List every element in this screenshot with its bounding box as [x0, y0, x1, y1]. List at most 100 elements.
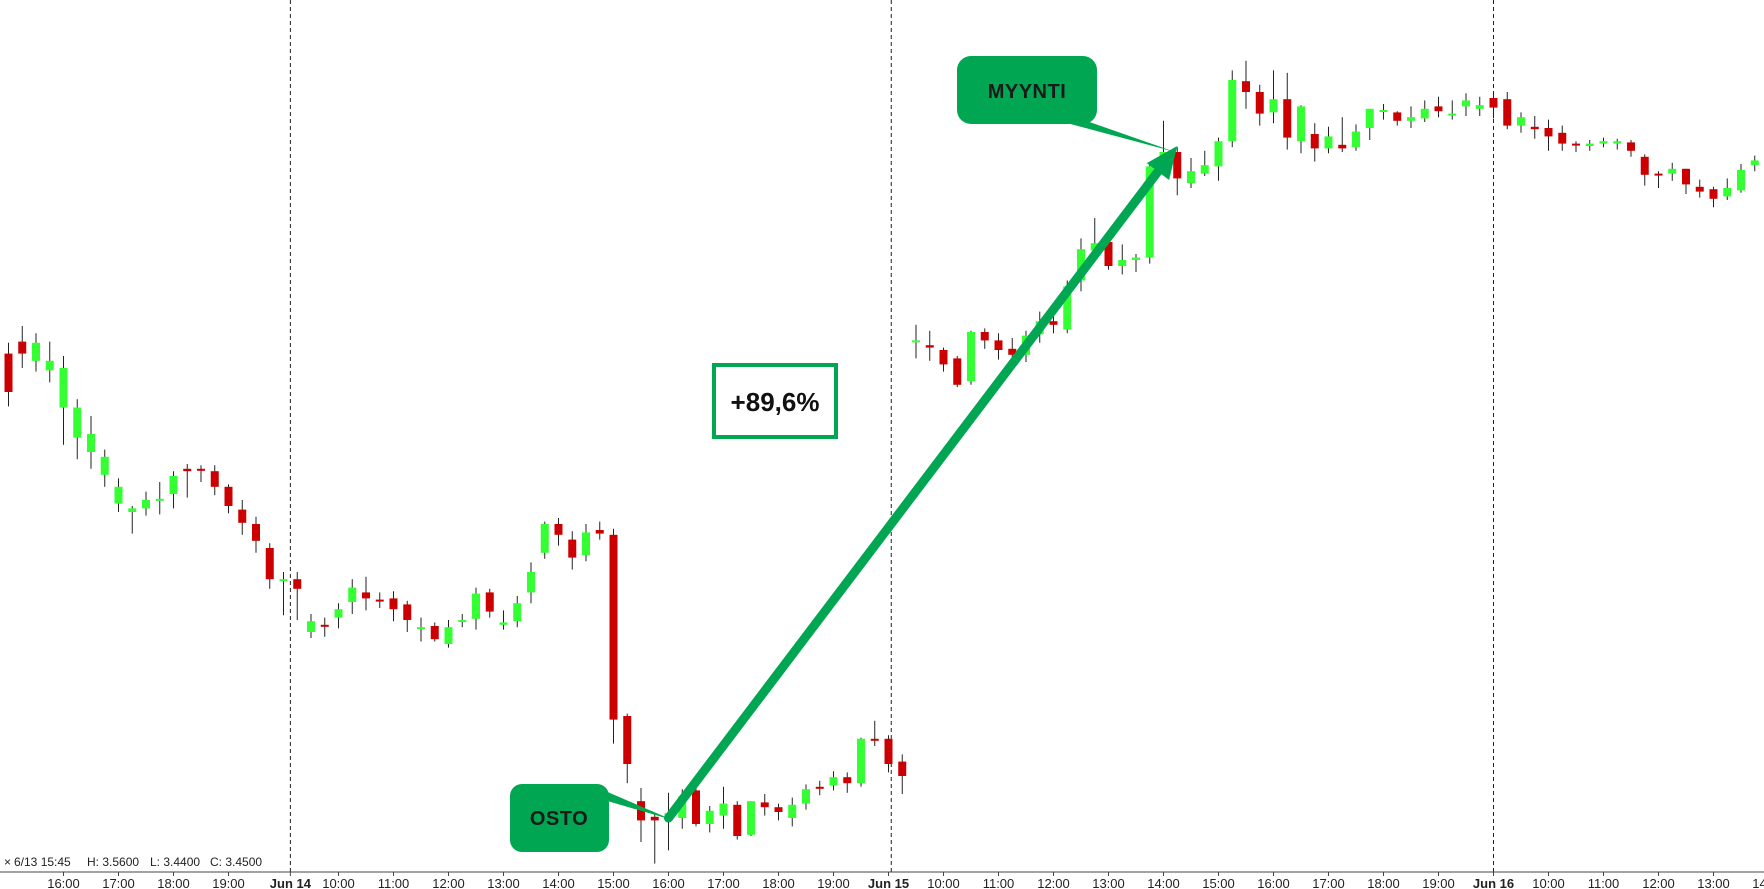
candle — [169, 471, 178, 509]
candle — [912, 324, 920, 359]
buy-callout: OSTO — [510, 784, 673, 852]
candle-body — [499, 622, 508, 625]
candle — [32, 333, 40, 372]
x-tick-label: Jun 16 — [1473, 876, 1514, 889]
x-tick-label: 10:00 — [927, 876, 960, 889]
candle-body — [1572, 143, 1580, 146]
candle — [582, 524, 590, 562]
candle-body — [1338, 144, 1347, 149]
candle-body — [788, 804, 797, 818]
candle-body — [1462, 100, 1470, 107]
candle-body — [375, 599, 384, 602]
x-tick-label: Jun 15 — [868, 876, 909, 889]
candle-body — [1654, 173, 1663, 176]
candle — [1214, 137, 1223, 181]
candle-body — [224, 486, 233, 506]
x-axis-ticks: 16:00 17:00 18:00 19:00 Jun 14 10:00 11:00 12:0… — [47, 872, 1764, 889]
candle-body — [802, 789, 810, 804]
candle-body — [348, 587, 357, 602]
candle-body — [870, 738, 879, 741]
candle-body — [650, 816, 659, 821]
candle — [155, 482, 164, 515]
candle-body — [45, 360, 54, 371]
candle — [1668, 162, 1677, 181]
candle — [1572, 141, 1580, 152]
candle-body — [1200, 165, 1209, 174]
candle-body — [1118, 260, 1127, 266]
candle — [1599, 137, 1608, 148]
candle-body — [1627, 142, 1635, 151]
candle-body — [1723, 188, 1732, 197]
candle — [554, 518, 563, 546]
candle-body — [1008, 348, 1017, 355]
candle-body — [898, 761, 907, 776]
candle — [142, 491, 150, 516]
candle — [898, 754, 907, 794]
candle — [1338, 117, 1347, 152]
candle-body — [760, 802, 769, 808]
x-tick-label: 11:00 — [1588, 876, 1620, 889]
candle-body — [114, 486, 123, 504]
candle-body — [183, 468, 192, 472]
candle-body — [1434, 106, 1443, 112]
candle — [293, 572, 302, 620]
candle — [320, 617, 329, 637]
candle — [774, 803, 783, 821]
candle — [59, 356, 68, 445]
gain-box: +89,6% — [712, 363, 838, 439]
candle — [389, 591, 398, 622]
candle — [595, 521, 604, 540]
candle-body — [430, 626, 439, 640]
candle-body — [1668, 168, 1677, 174]
trade-arrow-head — [1146, 146, 1178, 180]
candle-body — [485, 592, 494, 612]
candle — [1393, 111, 1402, 126]
trade-annotations: OSTO MYYNTI +89,6% — [510, 56, 1178, 852]
candle-body — [320, 624, 329, 627]
candle — [1379, 104, 1388, 120]
candle-body — [527, 572, 535, 593]
x-tick-label: 18:00 — [762, 876, 795, 889]
candle — [279, 572, 288, 616]
candle-body — [155, 498, 164, 501]
candle-body — [595, 530, 604, 534]
candle-body — [1530, 126, 1539, 130]
candle — [1283, 72, 1292, 150]
candle-body — [389, 598, 398, 610]
candle — [430, 622, 439, 642]
candle-body — [1448, 113, 1457, 116]
candle-body — [1324, 136, 1333, 149]
candle-body — [1063, 286, 1072, 330]
candle-body — [719, 803, 728, 816]
ohlc-close-marker[interactable]: × — [4, 855, 11, 869]
x-tick-label: 13:00 — [1092, 876, 1125, 889]
candle — [870, 720, 879, 746]
candle-body — [1613, 141, 1622, 144]
candle — [1228, 70, 1237, 148]
candle — [994, 333, 1003, 360]
candle — [100, 449, 109, 487]
candle-body — [334, 609, 343, 618]
candle — [1448, 100, 1457, 120]
x-tick-label: 17:00 — [707, 876, 740, 889]
candle-body — [1544, 128, 1553, 137]
candle-body — [1517, 117, 1525, 126]
candle-body — [210, 471, 219, 487]
candle-body — [197, 468, 205, 471]
candle-body — [953, 358, 962, 385]
candle-body — [1297, 106, 1305, 142]
candle — [1613, 138, 1622, 150]
candle — [252, 516, 260, 553]
candle-body — [513, 603, 522, 622]
candle — [705, 806, 714, 833]
candle-body — [1269, 99, 1278, 113]
candle-body — [1365, 108, 1374, 128]
candle-body — [1393, 112, 1402, 121]
candle — [1187, 158, 1195, 188]
candle — [829, 771, 838, 791]
candle-body — [829, 777, 838, 786]
x-tick-label: 13:00 — [1697, 876, 1730, 889]
candle-body — [582, 532, 590, 556]
candle — [1049, 315, 1058, 334]
candle — [650, 813, 659, 864]
